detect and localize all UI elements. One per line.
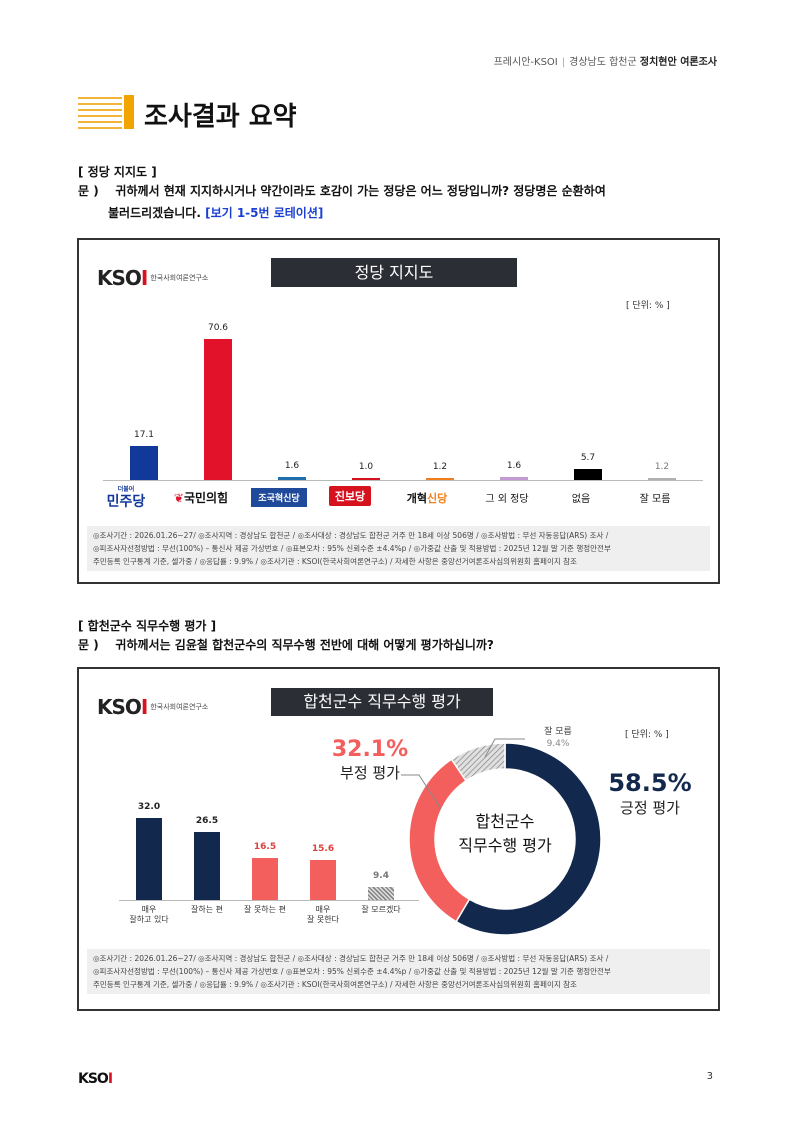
rating-category-label-1: 잘하는 편 <box>191 905 223 914</box>
section-label-governor: [ 합천군수 직무수행 평가 ] <box>78 619 217 633</box>
negative-leader-line <box>401 774 442 810</box>
party-baseline <box>103 480 703 481</box>
rating-value-label-4: 9.4 <box>373 870 389 881</box>
rating-bar-1 <box>194 832 220 900</box>
positive-name: 긍정 평가 <box>620 799 680 817</box>
survey-footnote-2: ◎조사기간 : 2026.01.26~27/ ◎조사지역 : 경상남도 합천군 … <box>87 949 710 994</box>
question-governor: 문 ) 귀하께서는 김윤철 합천군수의 직무수행 전반에 대해 어떻게 평가하십… <box>78 634 718 656</box>
unknown-leader-line <box>484 738 525 758</box>
ksoi-logo-2: KSOI 한국사회여론연구소 <box>97 695 209 719</box>
party-bar-5 <box>500 476 528 480</box>
party-label-ppp: ❦국민의힘 <box>173 491 229 505</box>
positive-label: 58.5% 긍정 평가 <box>595 769 705 818</box>
rating-bar-0 <box>136 818 162 900</box>
question-text-line1: 귀하께서 현재 지지하시거나 약간이라도 호감이 가는 정당은 어느 정당입니까… <box>115 184 606 198</box>
logo-subtitle: 한국사회여론연구소 <box>150 274 209 282</box>
chart-title-party: 정당 지지도 <box>271 258 517 287</box>
question-party: 문 ) 귀하께서 현재 지지하시거나 약간이라도 호감이 가는 정당은 어느 정… <box>78 180 718 224</box>
party-value-label-5: 1.6 <box>506 460 522 471</box>
party-label-reform: 개혁신당 <box>406 492 448 505</box>
negative-name: 부정 평가 <box>340 764 400 782</box>
party-bar-2 <box>278 476 306 480</box>
page-title: 조사결과 요약 <box>144 102 297 132</box>
rating-value-label-1: 26.5 <box>195 816 219 827</box>
party-value-label-0: 17.1 <box>133 429 155 440</box>
rating-value-label-2: 16.5 <box>253 841 277 852</box>
question-text-line2: 불러드리겠습니다. <box>108 206 201 220</box>
ksoi-logo: KSOI 한국사회여론연구소 <box>97 266 209 290</box>
party-label-other: 그 외 정당 <box>485 494 529 505</box>
section-label-party: [ 정당 지지도 ] <box>78 165 157 179</box>
chart-title-governor: 합천군수 직무수행 평가 <box>271 688 493 716</box>
question-prefix: 문 ) <box>78 184 99 198</box>
party-label-none: 없음 <box>571 494 591 505</box>
party-value-label-1: 70.6 <box>207 323 229 333</box>
survey-footnote-1: ◎조사기간 : 2026.01.26~27/ ◎조사지역 : 경상남도 합천군 … <box>87 526 710 571</box>
party-value-label-7: 1.2 <box>654 461 670 472</box>
page-header: 프레시안-KSOI | 경상남도 합천군 정치현안 여론조사 <box>494 53 717 68</box>
party-bar-3 <box>352 478 380 480</box>
donut-slice-2 <box>450 742 506 782</box>
question-prefix-2: 문 ) <box>78 638 99 652</box>
governor-donut-chart: 합천군수 직무수행 평가 <box>401 738 602 936</box>
rating-value-label-0: 32.0 <box>137 802 161 812</box>
header-region: 경상남도 합천군 <box>569 57 637 68</box>
party-label-minju: 더불어 민주당 <box>106 486 146 510</box>
party-bar-7 <box>648 477 676 480</box>
title-decoration <box>78 95 134 129</box>
logo-subtitle-2: 한국사회여론연구소 <box>150 703 209 711</box>
unit-label-governor: [ 단위: % ] <box>625 730 669 740</box>
party-bar-1 <box>204 339 232 480</box>
footer-logo: KSOI <box>78 1071 113 1087</box>
positive-value: 58.5% <box>608 769 692 797</box>
rating-bar-4 <box>368 886 394 900</box>
rating-value-label-3: 15.6 <box>311 844 335 855</box>
header-divider: | <box>561 57 566 68</box>
party-value-label-6: 5.7 <box>580 452 596 463</box>
question-text-governor: 귀하께서는 김윤철 합천군수의 직무수행 전반에 대해 어떻게 평가하십니까? <box>115 638 494 652</box>
ppp-logo-icon: ❦ <box>173 491 184 505</box>
unknown-name: 잘 모름 <box>544 727 572 737</box>
party-value-label-2: 1.6 <box>284 460 300 471</box>
party-bar-6 <box>574 468 602 480</box>
party-label-unknown: 잘 모름 <box>639 494 671 505</box>
rating-bar-2 <box>252 857 278 900</box>
unknown-value: 9.4% <box>546 739 570 749</box>
party-bar-4 <box>426 477 454 480</box>
governor-rating-panel: KSOI 한국사회여론연구소 합천군수 직무수행 평가 [ 단위: % ] 32… <box>77 667 720 1011</box>
party-bar-0 <box>130 445 158 480</box>
rating-category-label-3: 매우 잘 못한다 <box>307 905 339 924</box>
rating-category-label-4: 잘 모르겠다 <box>361 905 401 914</box>
unknown-label: 잘 모름 9.4% <box>523 726 593 750</box>
header-survey: 정치현안 여론조사 <box>639 57 717 68</box>
unit-label-party: [ 단위: % ] <box>626 301 670 311</box>
rating-category-label-0: 매우 잘하고 있다 <box>129 905 169 924</box>
party-value-label-3: 1.0 <box>358 462 374 472</box>
donut-slice-0 <box>455 742 602 936</box>
question-note: [보기 1-5번 로테이션] <box>205 206 324 220</box>
party-support-panel: KSOI 한국사회여론연구소 정당 지지도 [ 단위: % ] 17.1 70.6… <box>77 238 720 584</box>
governor-baseline <box>119 900 419 901</box>
donut-center-label-2: 직무수행 평가 <box>458 836 552 855</box>
page-number: 3 <box>706 1071 713 1082</box>
rating-bar-3 <box>310 860 336 900</box>
negative-label: 32.1% 부정 평가 <box>325 737 415 783</box>
header-org: 프레시안-KSOI <box>493 57 558 68</box>
rating-category-label-2: 잘 못하는 편 <box>244 905 286 914</box>
negative-value: 32.1% <box>331 737 409 762</box>
party-value-label-4: 1.2 <box>432 461 448 472</box>
donut-center-label-1: 합천군수 <box>476 812 535 831</box>
party-label-rebuild: 조국혁신당 <box>251 488 307 507</box>
party-label-jinbo: 진보당 <box>329 486 371 506</box>
